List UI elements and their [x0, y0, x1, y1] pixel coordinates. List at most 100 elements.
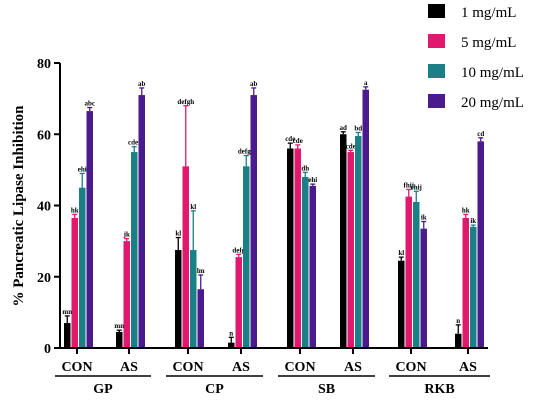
significance-label: cdef	[128, 139, 141, 147]
x-subgroup-label: CON	[172, 360, 203, 375]
x-group-label: RKB	[424, 382, 454, 397]
significance-label: n	[456, 317, 460, 325]
legend-swatch	[428, 34, 445, 48]
bar	[347, 152, 354, 348]
legend-swatch	[428, 94, 445, 108]
significance-label: ik	[470, 217, 476, 225]
significance-label: cd	[477, 130, 484, 138]
x-subgroup-label: CON	[395, 360, 426, 375]
bar-cluster: ad cde bd a	[340, 79, 369, 348]
bar	[79, 187, 86, 348]
bar	[197, 289, 204, 348]
significance-label: a	[364, 79, 368, 87]
significance-label: fhij	[404, 181, 415, 189]
bar	[340, 134, 347, 348]
legend-label: 10 mg/mL	[461, 65, 524, 81]
bar	[455, 333, 462, 348]
significance-label: n	[229, 329, 233, 337]
bar	[413, 201, 420, 348]
bar	[71, 217, 78, 348]
x-group-label: GP	[93, 382, 113, 397]
bar	[116, 331, 123, 348]
legend-item: 20 mg/mL	[428, 94, 524, 111]
significance-label: ehi	[78, 165, 87, 173]
significance-label: dh	[301, 164, 309, 172]
x-group-label: SB	[318, 382, 335, 397]
significance-label: defg	[232, 246, 245, 254]
bar-layer: mn hk ehi abc mn jk cdef ab kl defgh kl lm n defg defg…	[62, 79, 484, 348]
significance-label: cde	[293, 137, 303, 145]
legend: 1 mg/mL 5 mg/mL 10 mg/mL 20 mg/mL	[428, 4, 524, 111]
bar	[175, 250, 182, 348]
significance-label: mn	[114, 322, 124, 330]
x-subgroup-label: CON	[61, 360, 92, 375]
significance-label: lm	[197, 267, 205, 275]
bar	[294, 148, 301, 348]
bar	[470, 226, 477, 348]
y-tick-label: 80	[37, 57, 51, 72]
bar	[462, 217, 469, 348]
x-group-label: CP	[205, 382, 224, 397]
bar	[420, 228, 427, 348]
legend-item: 5 mg/mL	[428, 34, 516, 51]
legend-swatch	[428, 4, 445, 18]
significance-label: ehi	[308, 176, 317, 184]
legend-label: 5 mg/mL	[461, 35, 516, 51]
bar	[228, 342, 235, 348]
significance-label: jk	[123, 231, 130, 239]
significance-label: ad	[340, 124, 348, 132]
bar	[182, 166, 189, 348]
x-subgroup-label: AS	[459, 360, 477, 375]
bar-cluster: kl defgh kl lm	[175, 98, 205, 348]
significance-label: kl	[175, 230, 181, 238]
y-axis-label: % Pancreatic Lipase Inhibition	[11, 105, 27, 307]
bar	[243, 166, 250, 348]
y-tick-label: 0	[44, 342, 51, 357]
x-subgroup-label: AS	[344, 360, 362, 375]
bar	[398, 260, 405, 348]
y-tick-label: 40	[37, 200, 51, 215]
bar	[86, 111, 93, 348]
y-tick-label: 20	[37, 271, 51, 286]
bar	[131, 152, 138, 348]
significance-label: bd	[354, 124, 362, 132]
significance-label: cde	[346, 142, 356, 150]
bar	[235, 257, 242, 348]
bar	[138, 95, 145, 348]
bar	[477, 141, 484, 348]
significance-label: hk	[71, 206, 79, 214]
legend-swatch	[428, 64, 445, 78]
significance-label: defgh	[238, 148, 255, 156]
bar	[362, 89, 369, 348]
x-subgroup-label: CON	[284, 360, 315, 375]
legend-label: 1 mg/mL	[461, 5, 516, 21]
legend-item: 10 mg/mL	[428, 64, 524, 81]
bar	[287, 148, 294, 348]
bar	[64, 323, 71, 348]
bar	[309, 185, 316, 348]
x-subgroup-label: AS	[120, 360, 138, 375]
bar	[302, 177, 309, 348]
significance-label: kl	[398, 249, 404, 257]
legend-label: 20 mg/mL	[461, 95, 524, 111]
significance-label: ehij	[411, 183, 422, 191]
significance-label: ik	[421, 214, 427, 222]
bar	[405, 196, 412, 348]
bar	[123, 241, 130, 348]
significance-label: kl	[190, 203, 196, 211]
bar	[355, 136, 362, 348]
significance-label: abc	[85, 100, 96, 108]
bar-cluster: mn jk cdef ab	[114, 80, 146, 348]
bar-cluster: n defg defgh ab	[228, 80, 258, 348]
bar	[190, 250, 197, 348]
y-axis: 0 20 40 60 80	[37, 57, 61, 357]
significance-label: mn	[62, 308, 72, 316]
bar	[250, 95, 257, 348]
significance-label: hk	[462, 206, 470, 214]
significance-label: ab	[138, 80, 146, 88]
significance-label: ab	[250, 80, 258, 88]
